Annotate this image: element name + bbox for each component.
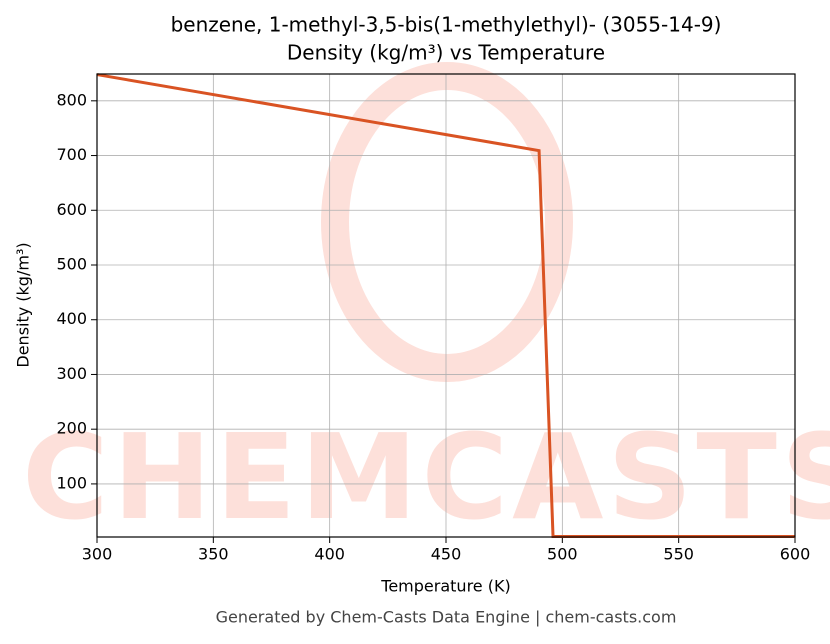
- y-axis-label: Density (kg/m³): [14, 242, 33, 367]
- y-tick-label: 200: [56, 419, 87, 438]
- x-tick-label: 300: [82, 545, 113, 564]
- footer: Generated by Chem-Casts Data Engine | ch…: [216, 608, 677, 627]
- watermark-logo: [321, 62, 573, 382]
- plot-frame: [96, 73, 796, 538]
- x-axis-label: Temperature (K): [380, 577, 510, 596]
- y-tick-label: 600: [56, 200, 87, 219]
- x-tick-label: 500: [547, 545, 578, 564]
- x-tick-label: 450: [431, 545, 462, 564]
- x-tick-label: 550: [663, 545, 694, 564]
- y-tick-label: 800: [56, 90, 87, 109]
- y-tick-label: 300: [56, 364, 87, 383]
- chart-subtitle: Density (kg/m³) vs Temperature: [287, 41, 605, 65]
- y-tick-label: 500: [56, 255, 87, 274]
- x-tick-label: 350: [198, 545, 229, 564]
- x-tick-label: 400: [314, 545, 345, 564]
- chart-title: benzene, 1-methyl-3,5-bis(1-methylethyl)…: [171, 13, 722, 37]
- watermark: CHEMCASTS: [22, 408, 830, 546]
- y-tick-label: 100: [56, 473, 87, 492]
- y-tick-label: 700: [56, 145, 87, 164]
- y-tick-label: 400: [56, 309, 87, 328]
- x-tick-label: 600: [780, 545, 811, 564]
